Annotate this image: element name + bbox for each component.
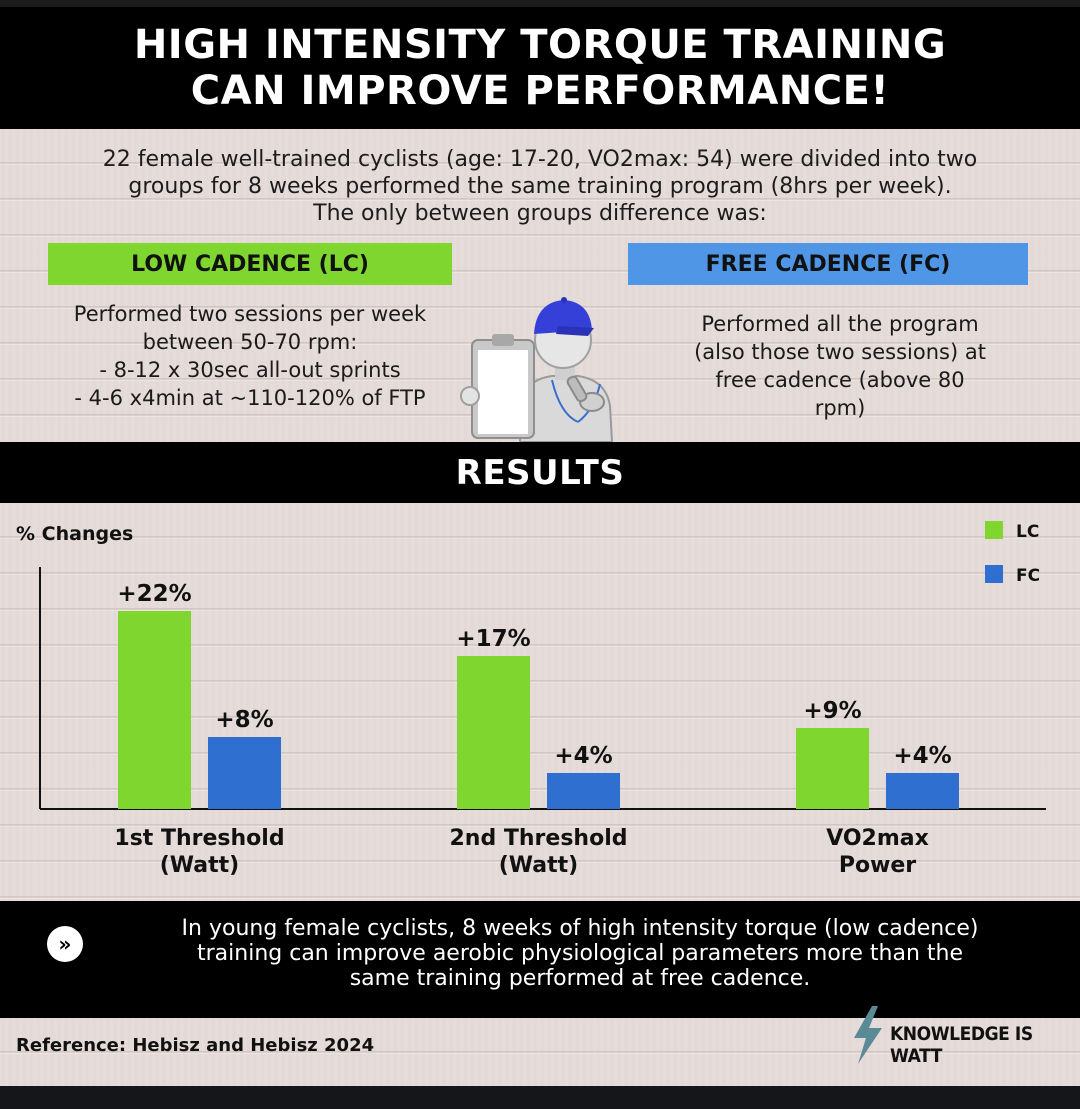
y-axis-label: % Changes (16, 523, 133, 545)
lightning-bolt-icon (854, 1006, 882, 1064)
low-cadence-label: LOW CADENCE (LC) (48, 243, 452, 285)
lc-line-1: Performed two sessions per week (73, 302, 427, 326)
bottom-strip (0, 1086, 1080, 1109)
conclusion-text: In young female cyclists, 8 weeks of hig… (110, 916, 1050, 991)
fc-line-1: Performed all the program (701, 312, 979, 336)
intro-line-1: 22 female well-trained cyclists (age: 17… (102, 147, 978, 172)
category-label-1-line-1: 1st Threshold (114, 826, 284, 851)
legend-label-fc: FC (1016, 566, 1040, 586)
fc-line-2: (also those two sessions) at (694, 340, 986, 364)
low-cadence-description: Performed two sessions per week between … (20, 300, 480, 412)
free-cadence-description: Performed all the program (also those tw… (640, 310, 1040, 422)
conclusion-line-3: same training performed at free cadence. (349, 966, 811, 991)
reference-text: Reference: Hebisz and Hebisz 2024 (16, 1035, 375, 1056)
category-label-3-line-2: Power (839, 853, 916, 878)
category-label-2-line-2: (Watt) (499, 853, 578, 878)
data-label-fc-3: +4% (893, 743, 951, 769)
category-label-1-line-2: (Watt) (160, 853, 239, 878)
results-title: RESULTS (455, 452, 625, 493)
bar-fc-2 (547, 773, 620, 809)
title-line-2: CAN IMPROVE PERFORMANCE! (190, 68, 890, 114)
title-line-1: HIGH INTENSITY TORQUE TRAINING (133, 22, 947, 68)
fc-line-4: rpm) (814, 396, 866, 420)
bar-lc-1 (118, 611, 191, 809)
study-description: 22 female well-trained cyclists (age: 17… (30, 146, 1050, 227)
conclusion-line-1: In young female cyclists, 8 weeks of hig… (181, 916, 979, 941)
bar-lc-2 (457, 656, 530, 809)
lc-line-4: - 4-6 x4min at ~110-120% of FTP (74, 386, 426, 410)
top-strip (0, 0, 1080, 7)
intro-line-2: groups for 8 weeks performed the same tr… (128, 174, 952, 199)
legend-label-lc: LC (1016, 522, 1039, 542)
data-label-lc-2: +17% (456, 626, 530, 652)
conclusion-line-2: training can improve aerobic physiologic… (197, 941, 963, 966)
title-banner: HIGH INTENSITY TORQUE TRAINING CAN IMPRO… (0, 7, 1080, 129)
brand-name: KNOWLEDGE IS WATT (890, 1023, 1033, 1067)
bar-fc-3 (886, 773, 959, 809)
data-label-fc-2: +4% (554, 743, 612, 769)
intro-background (0, 129, 1080, 442)
data-label-fc-1: +8% (215, 707, 273, 733)
legend-swatch-fc (985, 565, 1003, 583)
bar-lc-3 (796, 728, 869, 809)
data-label-lc-1: +22% (117, 581, 191, 607)
category-label-3-line-1: VO2max (826, 826, 929, 851)
legend-swatch-lc (985, 521, 1003, 539)
double-chevron-right-icon: » (47, 926, 83, 962)
reference-background (0, 1018, 1080, 1086)
fc-line-3: free cadence (above 80 (715, 368, 965, 392)
data-label-lc-3: +9% (803, 698, 861, 724)
intro-line-3: The only between groups difference was: (313, 201, 767, 226)
results-bar-chart: % Changes +22% +17% +9% +8% +4% +4% 1st Thresho… (16, 521, 1046, 878)
lc-line-2: between 50-70 rpm: (142, 330, 358, 354)
conclusion-banner (0, 901, 1080, 1018)
chart-background (0, 503, 1080, 901)
free-cadence-label: FREE CADENCE (FC) (628, 243, 1028, 285)
results-banner: RESULTS (0, 442, 1080, 503)
bar-fc-1 (208, 737, 281, 809)
lc-line-3: - 8-12 x 30sec all-out sprints (99, 358, 401, 382)
category-label-2-line-1: 2nd Threshold (450, 826, 628, 851)
coach-with-clipboard-and-whistle-icon (460, 297, 614, 442)
